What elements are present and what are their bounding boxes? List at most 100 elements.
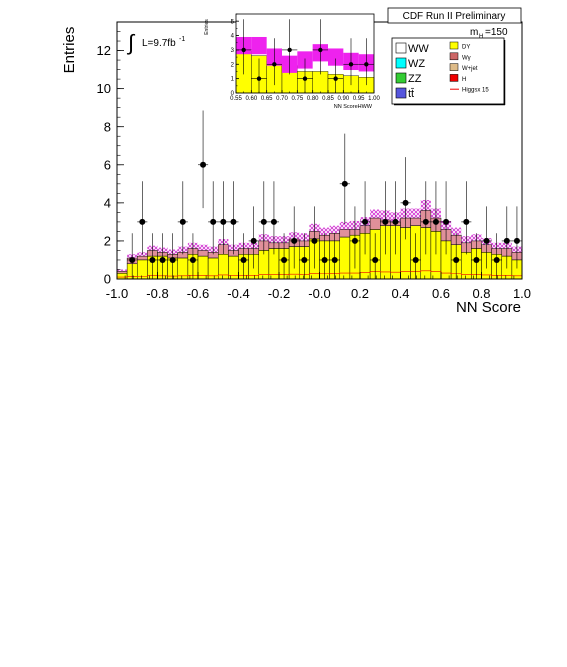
x-tick-label: 0.60 [245, 96, 257, 102]
data-point [422, 218, 429, 225]
legend-label: H [462, 77, 466, 83]
x-tick-label: -0.0 [308, 286, 330, 301]
y-tick-label: 0 [231, 91, 235, 97]
data-point [159, 256, 166, 263]
data-point [503, 237, 510, 244]
data-point [210, 218, 217, 225]
legend-label: WW [408, 43, 429, 55]
data-point [382, 218, 389, 225]
legend-swatch [395, 42, 407, 54]
data-point [230, 218, 237, 225]
legend-swatch [395, 57, 407, 69]
main-data-points [127, 110, 522, 279]
data-point [129, 256, 136, 263]
y-tick-label: 12 [97, 43, 111, 58]
data-point [260, 218, 267, 225]
y-tick-label: 1 [231, 77, 235, 83]
y-tick-label: 0 [104, 272, 111, 287]
x-tick-label: 0.65 [261, 96, 273, 102]
dy-bar [218, 254, 229, 279]
data-point [463, 218, 470, 225]
legend-swatch [449, 41, 459, 50]
inset-x-axis-label: NN ScoreHWW [334, 104, 373, 110]
inset-higgs-band [328, 48, 344, 66]
luminosity-text: L=9.7fb [142, 38, 176, 49]
data-point [493, 256, 500, 263]
data-point [443, 218, 450, 225]
data-point [513, 237, 520, 244]
x-tick-label: -0.6 [187, 286, 209, 301]
background-bar [137, 255, 148, 261]
plot-title: CDF Run II Preliminary [403, 11, 506, 22]
data-point [331, 256, 338, 263]
data-point [311, 237, 318, 244]
x-tick-label: 0.75 [291, 96, 303, 102]
data-point [318, 47, 323, 53]
legend-label: Wγ [462, 55, 471, 61]
svg-text:m: m [470, 27, 478, 38]
x-tick-label: 0.90 [337, 96, 349, 102]
main-axes: -1.0 -0.8 -0.6 -0.4 -0.2 -0.0 0.2 0.4 0.6 0.8 1.00… [97, 21, 531, 301]
x-tick-label: 0.85 [322, 96, 334, 102]
y-tick-label: 4 [231, 34, 235, 40]
x-tick-label: 0.6 [432, 286, 450, 301]
y-tick-label: 4 [104, 195, 111, 210]
legend-swatch [449, 63, 459, 71]
data-point [250, 237, 257, 244]
data-point [302, 76, 308, 81]
background-bar [410, 217, 421, 226]
data-point [272, 62, 277, 67]
data-point [364, 62, 369, 67]
x-tick-label: 1.00 [368, 96, 380, 102]
svg-text:=150: =150 [485, 27, 508, 38]
legend-swatch [395, 72, 407, 84]
y-tick-label: 2 [104, 233, 111, 248]
legend-label: Higgsx 15 [462, 88, 489, 94]
inset-higgs-band [251, 36, 267, 55]
luminosity-label: ∫ L=9.7fb -1 [126, 30, 185, 55]
data-point [362, 218, 369, 225]
data-point [301, 256, 308, 263]
data-point [453, 256, 460, 263]
integral-symbol: ∫ [126, 30, 136, 55]
data-point [241, 47, 246, 53]
data-point [240, 256, 247, 263]
x-tick-label: 1.0 [513, 286, 531, 301]
y-tick-label: 2 [231, 62, 235, 68]
y-tick-label: 10 [97, 81, 111, 96]
data-point [287, 47, 292, 53]
inset-background-bar [312, 71, 329, 94]
data-point [189, 256, 196, 263]
background-bar [339, 229, 351, 238]
legend: WW WZ ZZ tt̄ DY Wγ W+jet H Higgsx 15 [395, 41, 489, 100]
dy-bar [117, 273, 128, 279]
title-box [387, 7, 522, 24]
y-tick-label: 3 [231, 48, 235, 54]
x-tick-label: -0.8 [146, 286, 168, 301]
legend-swatch [449, 52, 459, 61]
dy-bar [461, 252, 472, 279]
data-point [321, 256, 328, 263]
y-axis-label: Entries [61, 27, 78, 74]
data-point [281, 256, 288, 263]
legend-swatch [449, 74, 459, 82]
data-point [341, 180, 348, 187]
inset-y-axis-label: Entries [204, 19, 210, 35]
legend-label: W+jet [462, 66, 478, 72]
mass-label: m H =150 [470, 27, 508, 40]
data-point [256, 76, 262, 81]
data-point [372, 256, 379, 263]
inset-data-points [236, 19, 374, 93]
data-point [169, 256, 176, 263]
x-tick-label: 0.8 [472, 286, 490, 301]
legend-label: ZZ [408, 73, 422, 85]
data-point [291, 237, 298, 244]
data-point [412, 256, 419, 263]
x-axis-label: NN Score [456, 299, 521, 316]
x-tick-label: 0.4 [391, 286, 409, 301]
data-point [270, 218, 277, 225]
data-point [333, 76, 338, 81]
luminosity-exponent: -1 [179, 36, 185, 43]
data-point [402, 199, 409, 206]
